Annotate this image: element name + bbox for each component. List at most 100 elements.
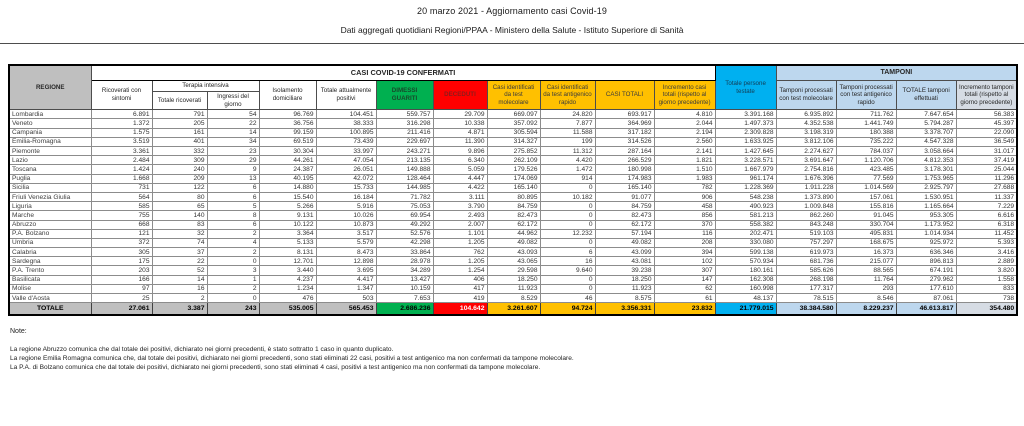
value-cell: 52.576 xyxy=(375,228,434,239)
region-name: Emilia-Romagna xyxy=(8,136,92,148)
value-cell: 38.333 xyxy=(315,118,377,129)
value-cell: 2.560 xyxy=(653,136,716,148)
value-cell: 6.318 xyxy=(955,219,1018,230)
value-cell: 305 xyxy=(90,247,153,258)
value-cell: 10.026 xyxy=(315,210,377,221)
value-cell: 69.954 xyxy=(375,210,434,221)
value-cell: 36.756 xyxy=(258,118,317,129)
value-cell: 0 xyxy=(539,201,596,212)
value-cell: 1.347 xyxy=(315,283,377,295)
value-cell: 3.517 xyxy=(315,228,377,239)
value-cell: 49.082 xyxy=(486,237,541,249)
value-cell: 3.820 xyxy=(955,265,1018,276)
value-cell: 862.260 xyxy=(775,210,837,221)
value-cell: 1.205 xyxy=(432,256,488,267)
value-cell: 180.161 xyxy=(714,265,777,276)
value-cell: 1.205 xyxy=(432,237,488,249)
value-cell: 33.997 xyxy=(315,145,377,157)
value-cell: 62.172 xyxy=(486,219,541,230)
value-cell: 833 xyxy=(955,283,1018,295)
value-cell: 27.688 xyxy=(955,182,1018,193)
value-cell: 784.037 xyxy=(835,145,897,157)
value-cell: 3.391.168 xyxy=(714,109,777,120)
value-cell: 62.172 xyxy=(594,219,655,230)
value-cell: 906 xyxy=(653,191,716,203)
region-name: Calabria xyxy=(8,247,92,258)
value-cell: 75.053 xyxy=(375,201,434,212)
value-cell: 199 xyxy=(539,136,596,148)
value-cell: 558.382 xyxy=(714,219,777,230)
value-cell: 4.352.538 xyxy=(775,118,837,129)
value-cell: 42.298 xyxy=(375,237,434,249)
table-row: Marche 755 140 8 9.131 10.026 69.954 2.493 82.47… xyxy=(8,210,1018,221)
value-cell: 11.923 xyxy=(486,283,541,295)
value-cell: 203 xyxy=(90,265,153,276)
value-cell: 74 xyxy=(151,237,208,249)
value-cell: 896.813 xyxy=(895,256,957,267)
value-cell: 755 xyxy=(90,210,153,221)
value-cell: 262.109 xyxy=(486,155,541,166)
value-cell: 1.234 xyxy=(258,283,317,295)
value-cell: 735.222 xyxy=(835,136,897,148)
value-cell: 47.054 xyxy=(315,155,377,166)
value-cell: 1.472 xyxy=(539,164,596,175)
value-cell: 77.569 xyxy=(835,173,897,184)
table-foot: TOTALE 27.061 3.387 243 535.005 565.453 2.686.… xyxy=(8,302,1018,316)
header-incremento-casi: Incremento casi totali (rispetto al gior… xyxy=(653,79,716,111)
value-cell: 2.194 xyxy=(653,127,716,138)
value-cell: 8.529 xyxy=(486,292,541,304)
value-cell: 179.526 xyxy=(486,164,541,175)
header-deceduti: DECEDUTI xyxy=(432,79,488,111)
value-cell: 18.250 xyxy=(486,274,541,285)
value-cell: 1.014.569 xyxy=(835,182,897,193)
value-cell: 279.962 xyxy=(895,274,957,285)
value-cell: 6.935.892 xyxy=(775,109,837,120)
value-cell: 65 xyxy=(151,201,208,212)
value-cell: 372 xyxy=(90,237,153,249)
value-cell: 82.473 xyxy=(594,210,655,221)
value-cell: 160.998 xyxy=(714,283,777,295)
value-cell: 1.911.228 xyxy=(775,182,837,193)
value-cell: 91.045 xyxy=(835,210,897,221)
value-cell: 738 xyxy=(955,292,1018,304)
value-cell: 56.383 xyxy=(955,109,1018,120)
table-row: Lazio 2.484 309 29 44.261 47.054 213.135 6.340 2… xyxy=(8,155,1018,166)
value-cell: 102 xyxy=(653,256,716,267)
value-cell: 10.338 xyxy=(432,118,488,129)
value-cell: 354.480 xyxy=(955,302,1018,316)
value-cell: 6.891 xyxy=(90,109,153,120)
report-title: 20 marzo 2021 - Aggiornamento casi Covid… xyxy=(417,6,607,16)
table-row: Valle d'Aosta 25 2 0 476 503 7.653 419 8.529 46 8.… xyxy=(8,292,1018,304)
value-cell: 71.782 xyxy=(375,191,434,203)
value-cell: 1.254 xyxy=(432,265,488,276)
region-name: Veneto xyxy=(8,118,92,129)
value-cell: 80 xyxy=(151,191,208,203)
value-cell: 2.309.828 xyxy=(714,127,777,138)
value-cell: 843.248 xyxy=(775,219,837,230)
value-cell: 1.676.396 xyxy=(775,173,837,184)
value-cell: 180.998 xyxy=(594,164,655,175)
region-name: Basilicata xyxy=(8,274,92,285)
value-cell: 44.261 xyxy=(258,155,317,166)
value-cell: 3.691.647 xyxy=(775,155,837,166)
value-cell: 268.198 xyxy=(775,274,837,285)
value-cell: 961.174 xyxy=(714,173,777,184)
value-cell: 161 xyxy=(151,127,208,138)
value-cell: 490.923 xyxy=(714,201,777,212)
value-cell: 243.271 xyxy=(375,145,434,157)
value-cell: 83 xyxy=(151,219,208,230)
value-cell: 1.014.934 xyxy=(895,228,957,239)
value-cell: 731 xyxy=(90,182,153,193)
region-name: Abruzzo xyxy=(8,219,92,230)
value-cell: 330.704 xyxy=(835,219,897,230)
value-cell: 25.044 xyxy=(955,164,1018,175)
value-cell: 636.346 xyxy=(895,247,957,258)
value-cell: 22 xyxy=(206,118,260,129)
value-cell: 215.077 xyxy=(835,256,897,267)
value-cell: 4.871 xyxy=(432,127,488,138)
value-cell: 14 xyxy=(206,127,260,138)
value-cell: 175 xyxy=(90,256,153,267)
value-cell: 94.724 xyxy=(539,302,596,316)
table-body: Lombardia 6.891 791 54 96.769 104.451 559.757 2… xyxy=(8,109,1018,304)
value-cell: 43.093 xyxy=(486,247,541,258)
